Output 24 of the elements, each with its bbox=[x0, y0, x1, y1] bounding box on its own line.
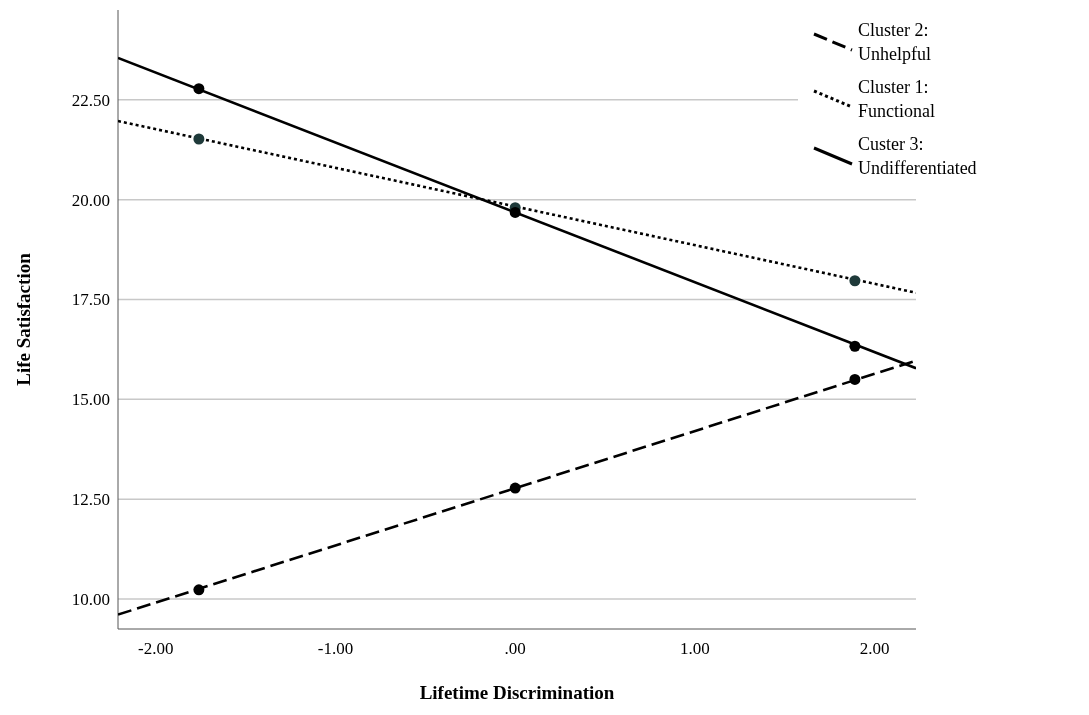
point bbox=[849, 373, 861, 385]
x-axis-title: Lifetime Discrimination bbox=[419, 682, 615, 703]
legend-label: Cluster 1: Functional bbox=[858, 77, 935, 121]
y-tick-label: 20.00 bbox=[71, 190, 110, 210]
x-tick-label: 1.00 bbox=[680, 639, 710, 658]
point bbox=[193, 133, 205, 145]
legend-label: Custer 3: Undifferentiated bbox=[858, 134, 977, 178]
x-tick-label: -2.00 bbox=[138, 639, 174, 658]
legend-label: Cluster 2: Unhelpful bbox=[858, 20, 931, 64]
y-tick-label: 17.50 bbox=[71, 290, 110, 310]
point bbox=[509, 482, 521, 494]
y-tick-label: 15.00 bbox=[71, 390, 110, 410]
point bbox=[849, 275, 861, 287]
point bbox=[849, 340, 861, 352]
x-tick-label: -1.00 bbox=[317, 639, 354, 658]
point bbox=[193, 83, 205, 95]
x-tick-label: 2.00 bbox=[859, 639, 890, 658]
y-axis-title: Life Satisfaction bbox=[13, 252, 34, 386]
y-tick-label: 22.50 bbox=[71, 90, 110, 110]
x-tick-label: .00 bbox=[504, 639, 526, 658]
point bbox=[193, 584, 205, 596]
y-tick-label: 12.50 bbox=[71, 490, 110, 510]
point bbox=[509, 206, 521, 218]
y-tick-label: 10.00 bbox=[71, 590, 110, 609]
